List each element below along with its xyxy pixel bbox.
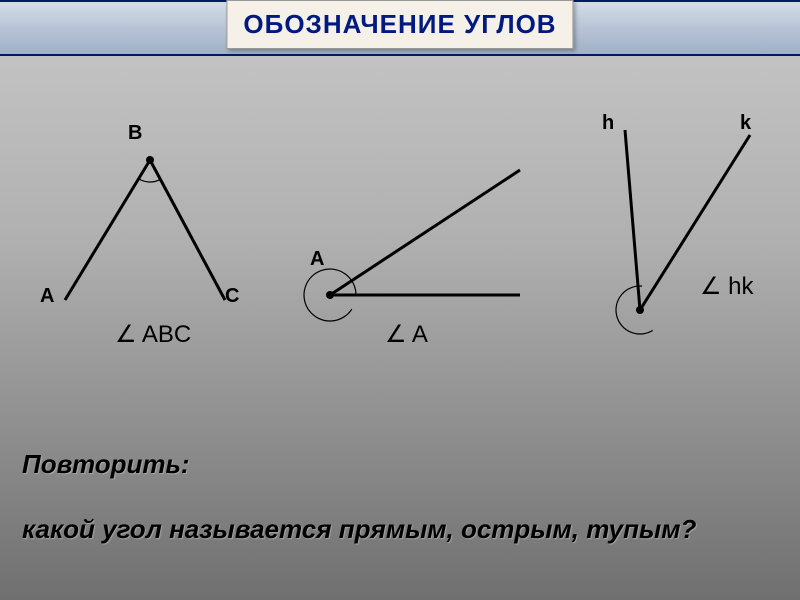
angle-hk	[616, 130, 750, 334]
angle-a	[304, 170, 520, 321]
review-label: Повторить:	[22, 449, 190, 480]
label-c: C	[225, 285, 239, 308]
caption-abc: ∠ ABC	[115, 320, 191, 349]
caption-a: ∠ A	[385, 320, 428, 349]
review-question: какой угол называется прямым, острым, ту…	[22, 513, 782, 546]
angle-abc	[65, 156, 225, 300]
label-a1: A	[40, 285, 54, 308]
caption-hk: ∠ hk	[700, 272, 754, 301]
label-a2: A	[310, 248, 324, 271]
label-k: k	[740, 112, 751, 135]
title-box: ОБОЗНАЧЕНИЕ УГЛОВ	[226, 0, 573, 49]
label-h: h	[602, 112, 614, 135]
label-b: B	[128, 122, 142, 145]
page-title: ОБОЗНАЧЕНИЕ УГЛОВ	[243, 9, 556, 39]
angles-diagram: B A C ∠ ABC A ∠ A h k ∠ hk	[0, 90, 800, 370]
